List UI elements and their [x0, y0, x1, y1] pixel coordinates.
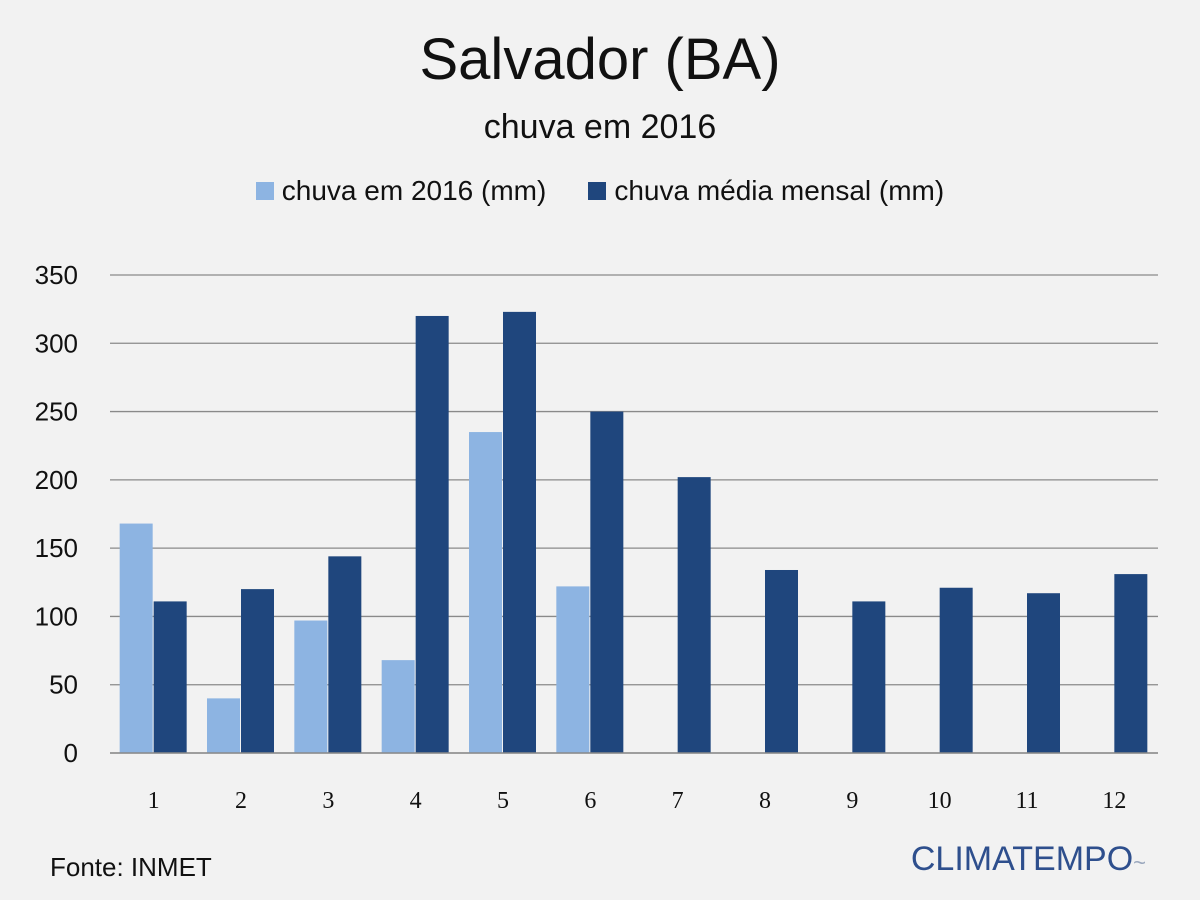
x-tick-label: 12: [1102, 788, 1126, 814]
y-tick-label: 200: [35, 465, 78, 495]
y-tick-label: 250: [35, 397, 78, 427]
chart-subtitle: chuva em 2016: [483, 108, 717, 146]
x-tick-label: 5: [497, 788, 509, 814]
bar-chuva-2016: [469, 432, 502, 753]
bar-chuva-media: [153, 601, 187, 753]
chart-title: Salvador (BA): [419, 27, 781, 92]
bar-chuva-2016: [381, 660, 415, 753]
x-tick-label: 1: [148, 788, 160, 814]
chart-legend: chuva em 2016 (mm) chuva média mensal (m…: [0, 175, 1200, 207]
x-tick-label: 4: [410, 788, 422, 814]
x-tick-label: 10: [928, 788, 952, 814]
bar-chuva-media: [1027, 593, 1060, 753]
bar-chuva-media: [415, 315, 449, 753]
bar-chuva-2016: [294, 620, 328, 753]
bar-chuva-media: [1114, 574, 1148, 753]
bar-chuva-media: [852, 601, 886, 753]
x-tick-label: 2: [235, 788, 247, 814]
brand-logo-text: CLIMATEMPO: [910, 840, 1134, 878]
bar-chuva-2016: [119, 523, 153, 753]
legend-item-media: chuva média mensal (mm): [588, 175, 944, 207]
legend-label-media: chuva média mensal (mm): [614, 175, 945, 206]
y-tick-label: 100: [35, 601, 78, 631]
bar-chuva-media: [939, 587, 973, 753]
source-note: Fonte: INMET: [50, 852, 212, 882]
legend-swatch-media: [588, 182, 607, 200]
bar-chuva-media: [765, 569, 798, 753]
bar-chuva-media: [328, 556, 362, 753]
legend-item-2016: chuva em 2016 (mm): [255, 175, 547, 207]
x-tick-label: 6: [584, 788, 596, 814]
bar-chuva-media: [503, 311, 536, 753]
x-tick-label: 7: [672, 788, 684, 814]
x-tick-label: 3: [322, 788, 334, 814]
bar-chuva-2016: [207, 698, 240, 753]
x-tick-label: 11: [1015, 788, 1038, 814]
bar-chuva-media: [590, 411, 624, 753]
bar-chuva-media: [241, 589, 274, 753]
y-tick-label: 50: [49, 670, 78, 700]
x-tick-label: 8: [759, 788, 771, 814]
y-tick-label: 300: [35, 328, 78, 358]
legend-swatch-2016: [255, 182, 274, 200]
bar-chuva-2016: [556, 586, 590, 753]
y-tick-label: 350: [35, 260, 78, 290]
x-tick-label: 9: [846, 788, 858, 814]
y-tick-label: 150: [35, 533, 78, 563]
bar-chuva-media: [677, 477, 711, 753]
legend-label-2016: chuva em 2016 (mm): [281, 175, 547, 206]
y-tick-label: 0: [64, 738, 78, 768]
climatempo-logo: CLIMATEMPO~: [910, 840, 1146, 878]
